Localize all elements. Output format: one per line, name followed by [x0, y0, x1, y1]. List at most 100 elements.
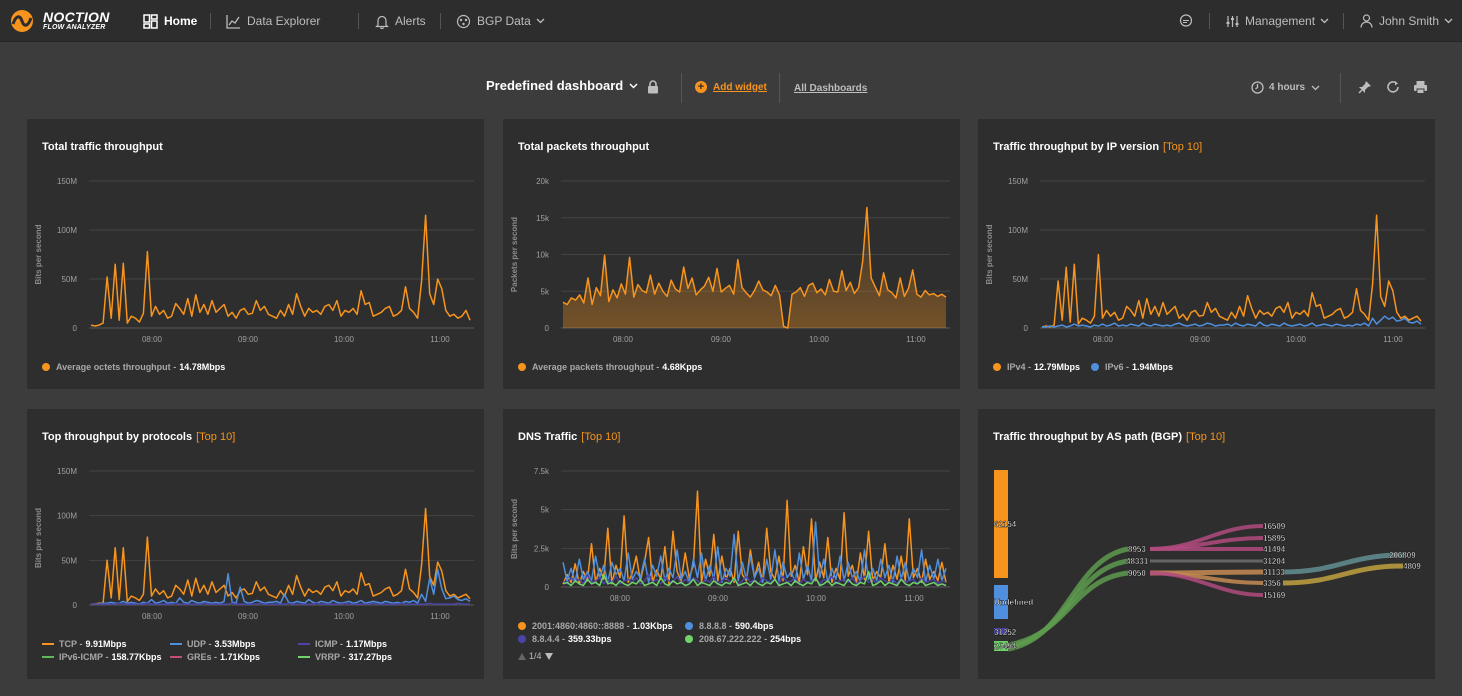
- refresh-icon[interactable]: [1386, 80, 1400, 94]
- sankey-node-label: 15169: [1263, 591, 1286, 600]
- sankey-node-label: 25454: [994, 642, 1017, 651]
- lock-icon[interactable]: [647, 80, 659, 94]
- legend-name: 208.67.222.222: [699, 634, 762, 644]
- chat-button[interactable]: [1179, 0, 1199, 42]
- legend-line: [42, 656, 54, 658]
- y-tick-label: 50M: [1012, 275, 1028, 284]
- all-dashboards-link[interactable]: All Dashboards: [794, 83, 868, 94]
- legend-dot: [42, 363, 50, 371]
- x-tick-label: 08:00: [610, 594, 631, 603]
- dashboard-selector[interactable]: Predefined dashboard: [486, 78, 638, 93]
- nav-alerts-label: Alerts: [395, 14, 426, 28]
- page-down-icon[interactable]: [544, 652, 553, 660]
- sankey-node-bar[interactable]: [994, 641, 1008, 651]
- chat-bubble-icon: [1179, 14, 1193, 27]
- legend-value: 1.03Kbps: [632, 621, 673, 631]
- plus-icon: +: [695, 81, 707, 93]
- nav-alerts[interactable]: Alerts: [375, 0, 426, 42]
- legend-dot: [685, 622, 693, 630]
- legend-item[interactable]: Average packets throughput - 4.68Kpps: [518, 362, 702, 372]
- legend-name: Average packets throughput: [532, 362, 654, 372]
- pin-icon[interactable]: [1358, 80, 1372, 94]
- legend-item[interactable]: 8.8.4.4 -359.33bps: [518, 634, 612, 644]
- nav-home[interactable]: Home: [143, 0, 197, 42]
- user-menu[interactable]: John Smith: [1360, 0, 1453, 42]
- widget-top-throughput-by-protocols: Top throughput by protocols [Top 10] 0 50M…: [27, 409, 484, 679]
- nav-divider: [1343, 13, 1344, 29]
- bell-icon: [375, 15, 389, 29]
- x-tick-label: 09:00: [708, 594, 729, 603]
- x-tick-label: 11:00: [430, 612, 450, 621]
- series-area: [563, 207, 946, 328]
- legend-dot: [685, 635, 693, 643]
- bgp-network-icon: [456, 14, 471, 28]
- sankey-node-label: 48331: [1126, 557, 1149, 566]
- dns-traffic-chart: 0 2.5k 5k 7.5k 08:00 09:00 10:00 11:00 Bits per …: [510, 467, 950, 603]
- sankey-node-bar[interactable]: [994, 470, 1008, 578]
- y-tick-label: 0: [73, 601, 78, 610]
- series-line: [562, 573, 947, 585]
- nav-divider: [440, 13, 441, 29]
- legend-name: 8.8.4.4: [532, 634, 560, 644]
- x-tick-label: 08:00: [613, 335, 634, 344]
- y-tick-label: 150M: [1008, 177, 1028, 186]
- legend-item[interactable]: VRRP -317.27bps: [298, 652, 392, 662]
- x-tick-label: 10:00: [334, 612, 355, 621]
- widget-title: Traffic throughput by IP version [Top 10]: [993, 141, 1202, 153]
- y-tick-label: 100M: [57, 226, 77, 235]
- sankey-node-label: 31204: [1263, 557, 1286, 566]
- nav-bgp-data[interactable]: BGP Data: [456, 0, 545, 42]
- x-tick-label: 08:00: [142, 335, 163, 344]
- y-tick-label: 0: [545, 324, 550, 333]
- add-widget-button[interactable]: + Add widget: [695, 81, 767, 93]
- y-tick-label: 15k: [536, 214, 550, 223]
- legend-item[interactable]: IPv4 - 12.79Mbps: [993, 362, 1080, 372]
- sankey-flow: [1282, 552, 1404, 575]
- series-line: [91, 568, 471, 605]
- sankey-node-bar[interactable]: [994, 585, 1008, 619]
- legend-item[interactable]: IPv6-ICMP -158.77Kbps: [42, 652, 162, 662]
- sankey-flow: [1149, 571, 1264, 597]
- noction-logo[interactable]: NOCTION FLOW ANALYZER: [10, 7, 110, 35]
- legend-value: 1.94Mbps: [1132, 362, 1174, 372]
- widget-title-text: Top throughput by protocols: [42, 431, 193, 443]
- x-tick-label: 10:00: [809, 335, 830, 344]
- legend-item[interactable]: 8.8.8.8 -590.4bps: [685, 621, 774, 631]
- y-axis-label: Bits per second: [985, 224, 994, 284]
- legend-dot: [993, 363, 1001, 371]
- widget-title: DNS Traffic [Top 10]: [518, 431, 620, 443]
- time-range-selector[interactable]: 4 hours: [1251, 81, 1320, 94]
- legend-item[interactable]: GREs -1.71Kbps: [170, 652, 260, 662]
- x-tick-label: 08:00: [1093, 335, 1114, 344]
- legend-item[interactable]: UDP -3.53Mbps: [170, 639, 256, 649]
- legend-value: 1.71Kbps: [220, 652, 261, 662]
- y-tick-label: 50M: [61, 556, 77, 565]
- legend-name: IPv4: [1007, 362, 1026, 372]
- y-tick-label: 150M: [57, 177, 77, 186]
- legend-item[interactable]: TCP -9.91Mbps: [42, 639, 127, 649]
- legend-item[interactable]: IPv6 - 1.94Mbps: [1091, 362, 1173, 372]
- legend-item[interactable]: 208.67.222.222 -254bps: [685, 634, 801, 644]
- sankey-node-label: 9050: [1128, 569, 1146, 578]
- y-tick-label: 0: [73, 324, 78, 333]
- y-tick-label: 20k: [536, 177, 550, 186]
- legend-name: IPv6: [1105, 362, 1124, 372]
- print-icon[interactable]: [1413, 80, 1428, 94]
- y-axis-label: Bits per second: [510, 499, 519, 559]
- nav-data-explorer[interactable]: Data Explorer: [226, 0, 320, 42]
- nav-management[interactable]: Management: [1226, 0, 1329, 42]
- sankey-node-bar[interactable]: [994, 628, 1008, 634]
- legend-item[interactable]: ICMP -1.17Mbps: [298, 639, 387, 649]
- legend-item[interactable]: Average octets throughput - 14.78Mbps: [42, 362, 225, 372]
- legend-value: 14.78Mbps: [179, 362, 226, 372]
- legend-item[interactable]: 2001:4860:4860::8888 -1.03Kbps: [518, 621, 673, 631]
- legend-dot: [518, 363, 526, 371]
- dashboard-title: Predefined dashboard: [486, 78, 624, 93]
- x-tick-label: 11:00: [906, 335, 926, 344]
- series-line: [91, 507, 471, 605]
- x-tick-label: 10:00: [1286, 335, 1307, 344]
- top-10-tag: [Top 10]: [196, 431, 236, 443]
- clock-icon: [1251, 81, 1264, 94]
- sankey-flow: [1282, 563, 1404, 586]
- page-up-icon[interactable]: [518, 652, 526, 660]
